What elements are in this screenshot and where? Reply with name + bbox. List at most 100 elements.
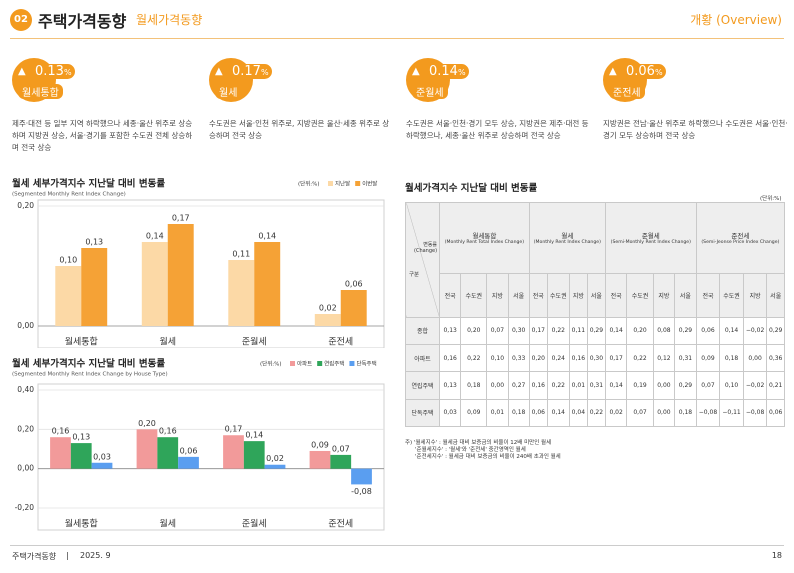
- footer-rule: [10, 545, 784, 546]
- column-header: 전국: [604, 272, 628, 318]
- footer-date: 2025. 9: [80, 551, 111, 560]
- cell: 0,03: [439, 398, 462, 428]
- note: '준전세지수' : 월세금 대비 보증금의 비율이 240배 초과인 월세: [415, 454, 561, 460]
- x-tick-label: 준월세: [242, 518, 267, 530]
- group-name: 준월세: [641, 232, 660, 241]
- change-value: 0.17%: [229, 64, 272, 79]
- value-label: 0,03: [93, 452, 111, 461]
- cell: 0,27: [507, 371, 530, 400]
- value-label: 0,13: [72, 433, 90, 442]
- value-label: 0,11: [232, 250, 250, 259]
- value-label: 0,13: [85, 238, 103, 247]
- cell: 0,00: [652, 371, 676, 400]
- cell: −0,02: [742, 371, 768, 400]
- bar: [314, 314, 341, 326]
- column-header: 전국: [528, 272, 548, 318]
- column-header: 수도권: [719, 272, 744, 318]
- y-tick-label: 0,40: [17, 385, 34, 394]
- value-label: 0,14: [258, 232, 276, 241]
- data-row: 종합 0,13 0,20 0,07 0,30 0,17 0,22 0,11 0,29 0,14 0,…: [404, 316, 785, 346]
- legend-swatch: [317, 361, 323, 366]
- footer-separator: |: [66, 551, 69, 560]
- cell: 0,30: [586, 344, 606, 373]
- legend-swatch: [290, 361, 295, 366]
- value-label: 0,14: [146, 232, 164, 241]
- bar: [50, 437, 71, 469]
- cell: 0,07: [626, 398, 654, 428]
- column-header: 지방: [568, 272, 588, 318]
- indicator: ▲ 0.06% 준전세: [603, 58, 666, 116]
- bar: [330, 454, 352, 469]
- subheader-row: 전국 수도권 지방 서울 전국 수도권 지방 서울 전국 수도권 지방 서울 전국 수도권 지방 서울: [406, 272, 785, 318]
- value-label: 0,14: [245, 431, 263, 440]
- description: 지방권은 전남·울산 위주로 하락했으나 수도권은 서울·인천·경기 모두 상승…: [603, 119, 788, 140]
- data-row: 연립주택 0,13 0,18 0,00 0,27 0,16 0,22 0,01 0,31 0,14…: [404, 371, 785, 400]
- value-label: 0,16: [52, 427, 70, 436]
- index-label: 월세: [215, 84, 242, 99]
- group-name: 준전세: [731, 232, 750, 241]
- row-header: 아파트: [404, 344, 441, 373]
- cell: 0,02: [604, 398, 628, 428]
- cell: −0,08: [742, 398, 768, 428]
- cell: 0,29: [674, 371, 697, 400]
- x-tick-label: 준전세: [328, 519, 353, 530]
- data-row: 단독주택 0,03 0,09 0,01 0,18 0,06 0,14 0,04 0,22 0,02…: [404, 398, 785, 428]
- cell: 0,13: [439, 316, 462, 346]
- legend-swatch: [355, 181, 361, 186]
- x-tick-label: 월세: [159, 336, 176, 348]
- value: 0.17: [232, 64, 261, 79]
- bar: [340, 290, 367, 326]
- y-tick-label: 0,20: [17, 201, 34, 210]
- x-tick-label: 월세통합: [65, 336, 98, 348]
- corner-bottom: 구분: [409, 272, 420, 279]
- cell: 0,20: [528, 344, 548, 373]
- chart-unit: (단위:%): [298, 180, 320, 188]
- cell: 0,14: [546, 398, 570, 428]
- corner-cell: 변동률 (Change) 구분: [404, 202, 441, 318]
- column-header: 지방: [742, 272, 768, 318]
- group-name: 월세: [561, 232, 574, 241]
- cell: 0,01: [568, 371, 588, 400]
- column-header: 서울: [674, 272, 697, 318]
- cell: 0,29: [586, 316, 606, 346]
- column-header: 서울: [586, 272, 606, 318]
- x-tick-label: 월세통합: [65, 518, 98, 530]
- cell: 0,04: [568, 398, 588, 428]
- cell: 0,10: [486, 344, 509, 373]
- corner-top: 변동률 (Change): [414, 242, 438, 255]
- cell: 0,31: [586, 371, 606, 400]
- row-header: 연립주택: [404, 371, 441, 400]
- column-header: 서울: [766, 272, 785, 318]
- unit: %: [654, 68, 663, 77]
- section-badge: 02: [10, 9, 32, 31]
- bar: [157, 437, 179, 469]
- summary-item: ▲ 0.17% 월세 수도권은 서울·인천 위주로, 지방권은 울산·세종 위주로 상…: [209, 58, 395, 142]
- cell: 0,21: [766, 371, 785, 400]
- cell: 0,16: [439, 344, 462, 373]
- cell: 0,10: [719, 371, 744, 400]
- legend-swatch: [349, 361, 355, 366]
- change-value: 0.13%: [32, 64, 75, 79]
- cell: 0,08: [652, 316, 676, 346]
- index-label: 월세통합: [18, 84, 63, 99]
- cell: 0,07: [695, 371, 721, 400]
- cell: 0,01: [486, 398, 509, 428]
- cell: 0,00: [742, 344, 768, 373]
- cell: 0,06: [528, 398, 548, 428]
- cell: 0,22: [626, 344, 654, 373]
- cell: 0,19: [626, 371, 654, 400]
- value: 0.14: [429, 64, 458, 79]
- value-label: 0,09: [311, 440, 329, 449]
- bar: [167, 224, 194, 326]
- data-table: 변동률 (Change) 구분 월세통합 (Monthly Rent Total In…: [404, 202, 786, 428]
- plot-frame: [37, 199, 385, 348]
- cell: 0,09: [695, 344, 721, 373]
- plot-frame: [37, 383, 385, 531]
- cell: 0,14: [604, 371, 628, 400]
- legend-label: 아파트: [297, 360, 312, 368]
- summary-item: ▲ 0.13% 월세통합 제주·대전 등 일부 지역 하락했으나 세종·울산 위주로 …: [12, 58, 198, 154]
- indicator: ▲ 0.17% 월세: [209, 58, 272, 116]
- cell: 0,29: [674, 316, 697, 346]
- value-label: 0,06: [345, 280, 363, 289]
